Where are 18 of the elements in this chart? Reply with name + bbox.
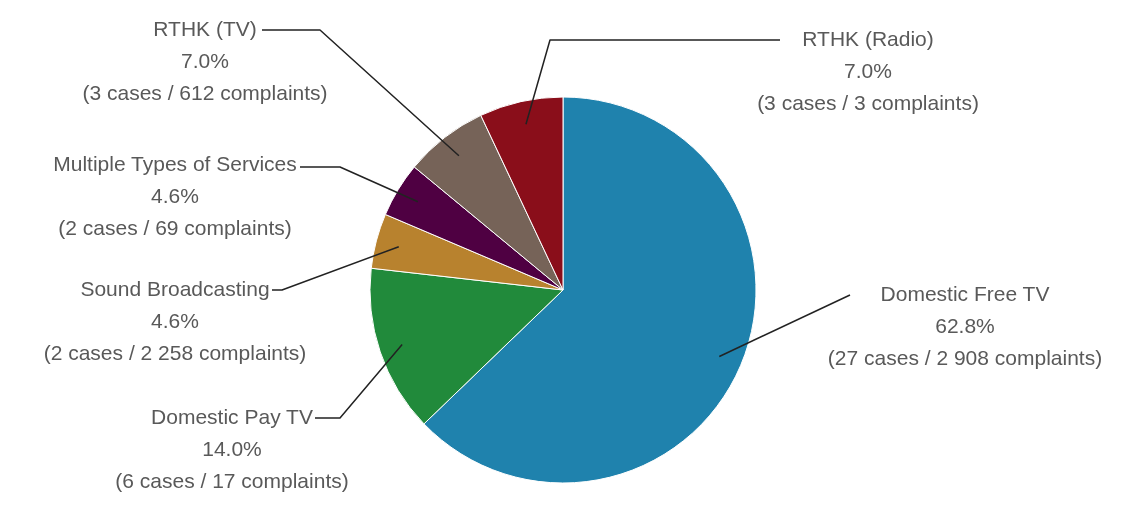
text: (2 cases / 69 complaints) (58, 216, 292, 239)
text: (27 cases / 2 908 complaints) (827, 346, 1103, 369)
slice-label: Domestic Free TV (880, 282, 1050, 305)
data-label: 62.8% (935, 314, 995, 337)
slice-label: RTHK (Radio) (802, 27, 934, 50)
data-label: 4.6% (151, 184, 199, 207)
data-label: 7.0% (181, 49, 229, 72)
text: (3 cases / 612 complaints) (82, 81, 328, 104)
slice-label: Domestic Pay TV (151, 405, 313, 428)
data-label: 4.6% (151, 309, 199, 332)
slice-label: RTHK (TV) (153, 17, 257, 40)
slice-label: Multiple Types of Services (53, 152, 297, 175)
text: (6 cases / 17 complaints) (115, 469, 349, 492)
data-label: 7.0% (844, 59, 892, 82)
slice-label: Sound Broadcasting (80, 277, 270, 300)
text: (2 cases / 2 258 complaints) (43, 341, 307, 364)
text: (3 cases / 3 complaints) (757, 91, 979, 114)
data-label: 14.0% (202, 437, 262, 460)
